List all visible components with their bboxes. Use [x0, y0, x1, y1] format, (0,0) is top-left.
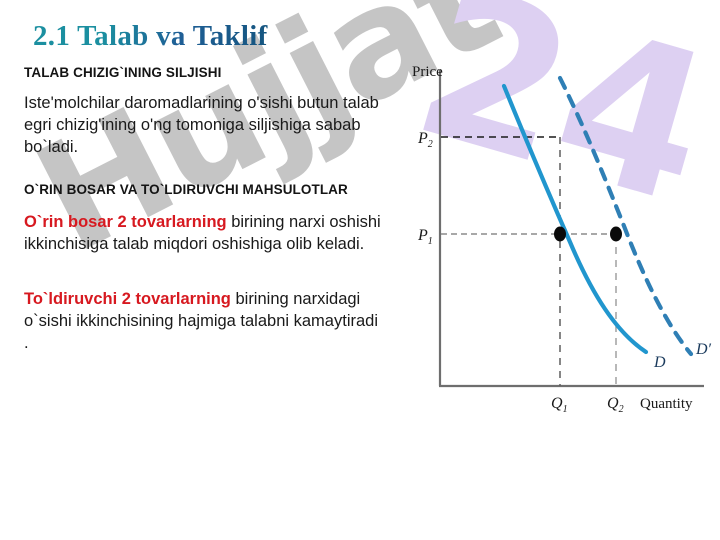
complements-rest: birining narxidagi o`sishi ikkinchisinin… — [24, 290, 378, 352]
paragraph-income-shift: Iste'molchilar daromadlarining o'sishi b… — [24, 94, 379, 156]
paragraph-substitutes: O`rin bosar 2 tovarlarning birining narx… — [24, 212, 384, 256]
substitutes-emphasis: O`rin bosar 2 tovarlarning — [24, 212, 227, 231]
substitutes-rest: birining narxi oshishi ikkinchisiga tala… — [24, 212, 381, 253]
x-axis-title: Quantity — [640, 396, 693, 412]
demand-shift-chart: Price Quantity P2 P1 Q1 Q2 D D′ — [408, 56, 716, 412]
demand-curve-d-prime — [557, 75, 694, 357]
chart-svg: Price Quantity P2 P1 Q1 Q2 D D′ — [412, 64, 712, 412]
complements-emphasis: To`ldiruvchi 2 tovarlarning — [24, 290, 231, 309]
content-column: TALAB CHIZIG`INING SILJISHI Iste'molchil… — [24, 64, 384, 355]
demand-curve-d — [501, 83, 649, 355]
paragraph-complements: To`ldiruvchi 2 tovarlarning birining nar… — [24, 289, 384, 354]
p2-tick-label: P2 — [417, 130, 433, 150]
q1-tick-label: Q1 — [551, 395, 568, 412]
curve-label-d-prime: D′ — [695, 341, 712, 358]
q2-tick-label: Q2 — [607, 395, 624, 412]
equilibrium-point-1 — [554, 226, 566, 242]
paragraph-spacer — [24, 255, 384, 289]
y-axis-title: Price — [412, 64, 443, 80]
page-title: 2.1 Talab va Taklif — [33, 20, 268, 52]
section-heading-substitutes: O`RIN BOSAR VA TO`LDIRUVCHI MAHSULOTLAR — [24, 181, 348, 197]
section-heading-shift: TALAB CHIZIG`INING SILJISHI — [24, 65, 222, 80]
p1-tick-label: P1 — [417, 227, 433, 247]
curve-label-d: D — [653, 354, 666, 371]
slide-footer: P Pearson Copyright © 2016, 2012, 2009 P… — [0, 478, 720, 540]
equilibrium-point-2 — [610, 226, 622, 242]
